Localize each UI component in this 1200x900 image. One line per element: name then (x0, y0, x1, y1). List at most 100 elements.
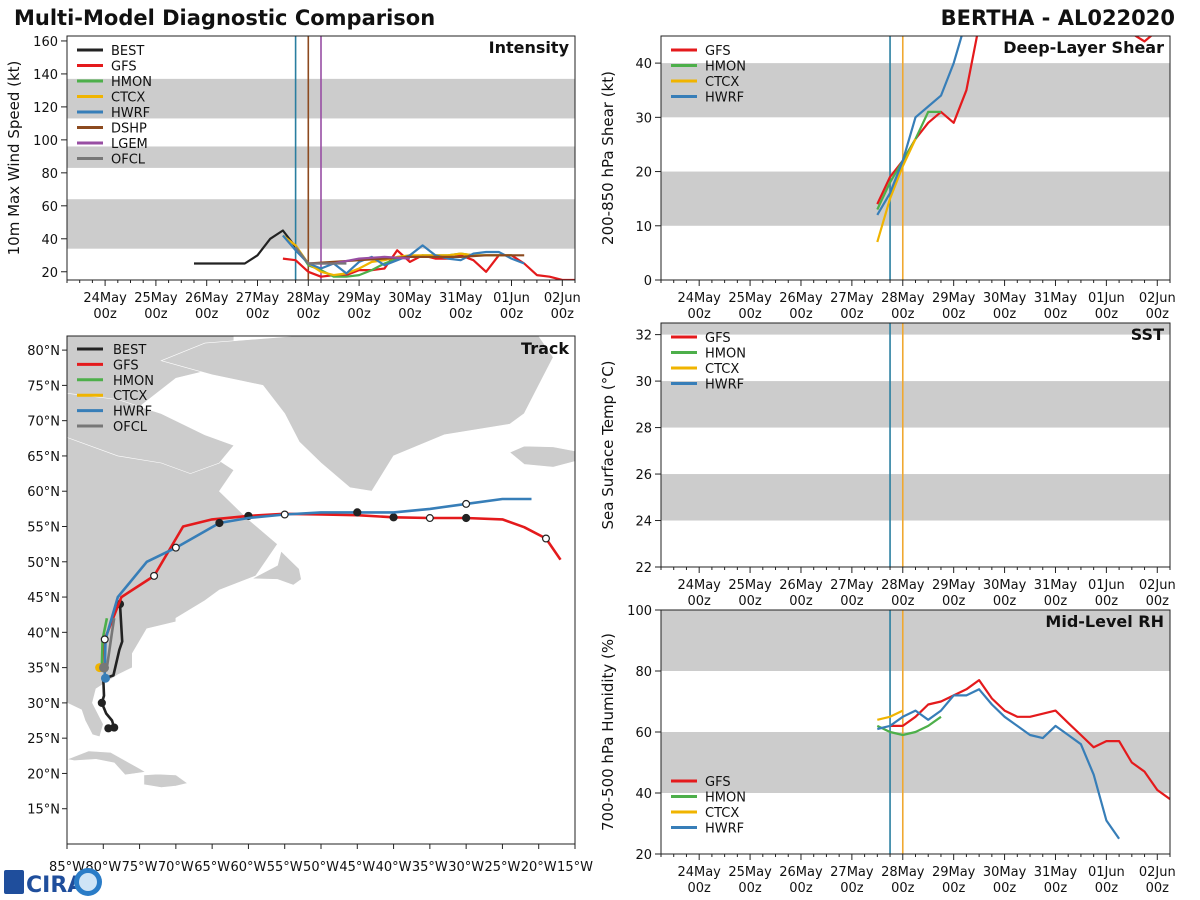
legend-label-HWRF: HWRF (705, 378, 744, 393)
y-tick-label: 70°N (27, 415, 60, 430)
legend-label-HMON: HMON (111, 75, 152, 90)
y-tick-label: 40 (635, 57, 652, 72)
greenland-land (160, 336, 554, 492)
x-tick-label: 31May (439, 291, 483, 306)
x-tick-label: 00z (687, 594, 711, 609)
newfoundland-land (250, 550, 302, 586)
legend-label-LGEM: LGEM (111, 137, 148, 152)
y-tick-label: 55°N (27, 521, 60, 536)
series-GFS (890, 678, 1170, 800)
track-open-marker-HWRF (171, 543, 180, 552)
series-HMON (294, 244, 512, 278)
x-tick-label: 65°W (194, 860, 230, 875)
baffin-island-land (67, 392, 235, 474)
cira-logo: CIRA (4, 868, 102, 898)
x-tick-label: 29May (932, 865, 976, 880)
x-tick-label: 30May (983, 291, 1027, 306)
y-tick-label: 40°N (27, 626, 60, 641)
y-tick-label: 60 (41, 200, 58, 215)
x-tick-label: 31May (1034, 291, 1078, 306)
x-tick-label: 24May (677, 291, 721, 306)
x-tick-label: 00z (347, 307, 371, 322)
y-tick-label: 0 (644, 274, 652, 289)
x-tick-label: 20°W (521, 860, 557, 875)
x-tick-label: 70°W (158, 860, 194, 875)
x-tick-label: 26May (779, 578, 823, 593)
x-tick-label: 29May (932, 291, 976, 306)
legend-label-HMON: HMON (705, 791, 746, 806)
y-axis-label: Sea Surface Temp (°C) (599, 360, 617, 529)
x-tick-label: 27May (236, 291, 280, 306)
band (661, 171, 1170, 226)
track-open-marker-GFS (425, 514, 434, 523)
panel-rh: 24May00z25May00z26May00z27May00z28May00z… (599, 604, 1176, 896)
x-tick-label: 00z (246, 307, 270, 322)
x-tick-label: 15°W (557, 860, 593, 875)
x-tick-label: 85°W (49, 860, 85, 875)
series-HMON (876, 110, 941, 210)
x-tick-label: 00z (789, 594, 813, 609)
series-BEST (194, 229, 297, 265)
track-GFS (103, 512, 562, 668)
track-marker-GFS (462, 513, 471, 523)
x-tick-label: 01Jun (1088, 291, 1125, 306)
track-open-marker-GFS (541, 534, 550, 543)
track-current-position (99, 662, 110, 673)
y-axis-label: 200-850 hPa Shear (kt) (599, 71, 617, 245)
x-tick-label: 00z (789, 881, 813, 896)
legend-label-CTCX: CTCX (705, 806, 739, 821)
x-tick-label: 45°W (339, 860, 375, 875)
y-tick-label: 10 (635, 220, 652, 235)
x-tick-label: 31May (1034, 865, 1078, 880)
legend-label-GFS: GFS (705, 331, 731, 346)
x-tick-label: 50°W (303, 860, 339, 875)
x-tick-label: 00z (891, 881, 915, 896)
x-tick-label: 00z (1146, 594, 1170, 609)
legend-label-CTCX: CTCX (113, 389, 147, 404)
x-tick-label: 26May (779, 865, 823, 880)
x-tick-label: 00z (891, 594, 915, 609)
x-tick-label: 29May (337, 291, 381, 306)
band (661, 610, 1170, 671)
x-tick-label: 00z (738, 594, 762, 609)
x-tick-label: 00z (449, 307, 473, 322)
figure-title: Multi-Model Diagnostic Comparison (14, 6, 435, 30)
x-tick-label: 25°W (484, 860, 520, 875)
x-tick-label: 28May (881, 291, 925, 306)
x-tick-label: 02Jun (1139, 291, 1176, 306)
track-marker-HWRF (215, 518, 224, 528)
series-HWRF (877, 688, 1121, 840)
track-OFCL (105, 617, 116, 668)
band (661, 323, 1170, 335)
x-tick-label: 27May (830, 291, 874, 306)
x-tick-label: 27May (830, 578, 874, 593)
x-tick-label: 00z (840, 594, 864, 609)
legend-label-HMON: HMON (705, 347, 746, 362)
track-BEST (100, 604, 124, 730)
y-tick-label: 35°N (27, 662, 60, 677)
x-tick-label: 01Jun (1088, 865, 1125, 880)
x-tick-label: 35°W (412, 860, 448, 875)
y-tick-label: 100 (33, 134, 58, 149)
band (661, 732, 1170, 793)
y-tick-label: 28 (635, 422, 652, 437)
x-tick-label: 00z (942, 594, 966, 609)
legend-label-HWRF: HWRF (705, 91, 744, 106)
x-tick-label: 00z (738, 307, 762, 322)
x-tick-label: 00z (398, 307, 422, 322)
y-tick-label: 65°N (27, 450, 60, 465)
x-tick-label: 00z (942, 307, 966, 322)
series-OFCL (294, 246, 347, 265)
y-tick-label: 25°N (27, 732, 60, 747)
y-tick-label: 80°N (27, 344, 60, 359)
x-tick-label: 00z (1146, 881, 1170, 896)
x-tick-label: 25May (134, 291, 178, 306)
x-tick-label: 00z (1095, 307, 1119, 322)
x-tick-label: 24May (677, 865, 721, 880)
panel-title: SST (1131, 325, 1164, 344)
y-tick-label: 40 (635, 787, 652, 802)
track-open-marker-HWRF (280, 510, 289, 519)
y-tick-label: 15°N (27, 803, 60, 818)
panel-shear: 24May00z25May00z26May00z27May00z28May00z… (599, 35, 1176, 322)
